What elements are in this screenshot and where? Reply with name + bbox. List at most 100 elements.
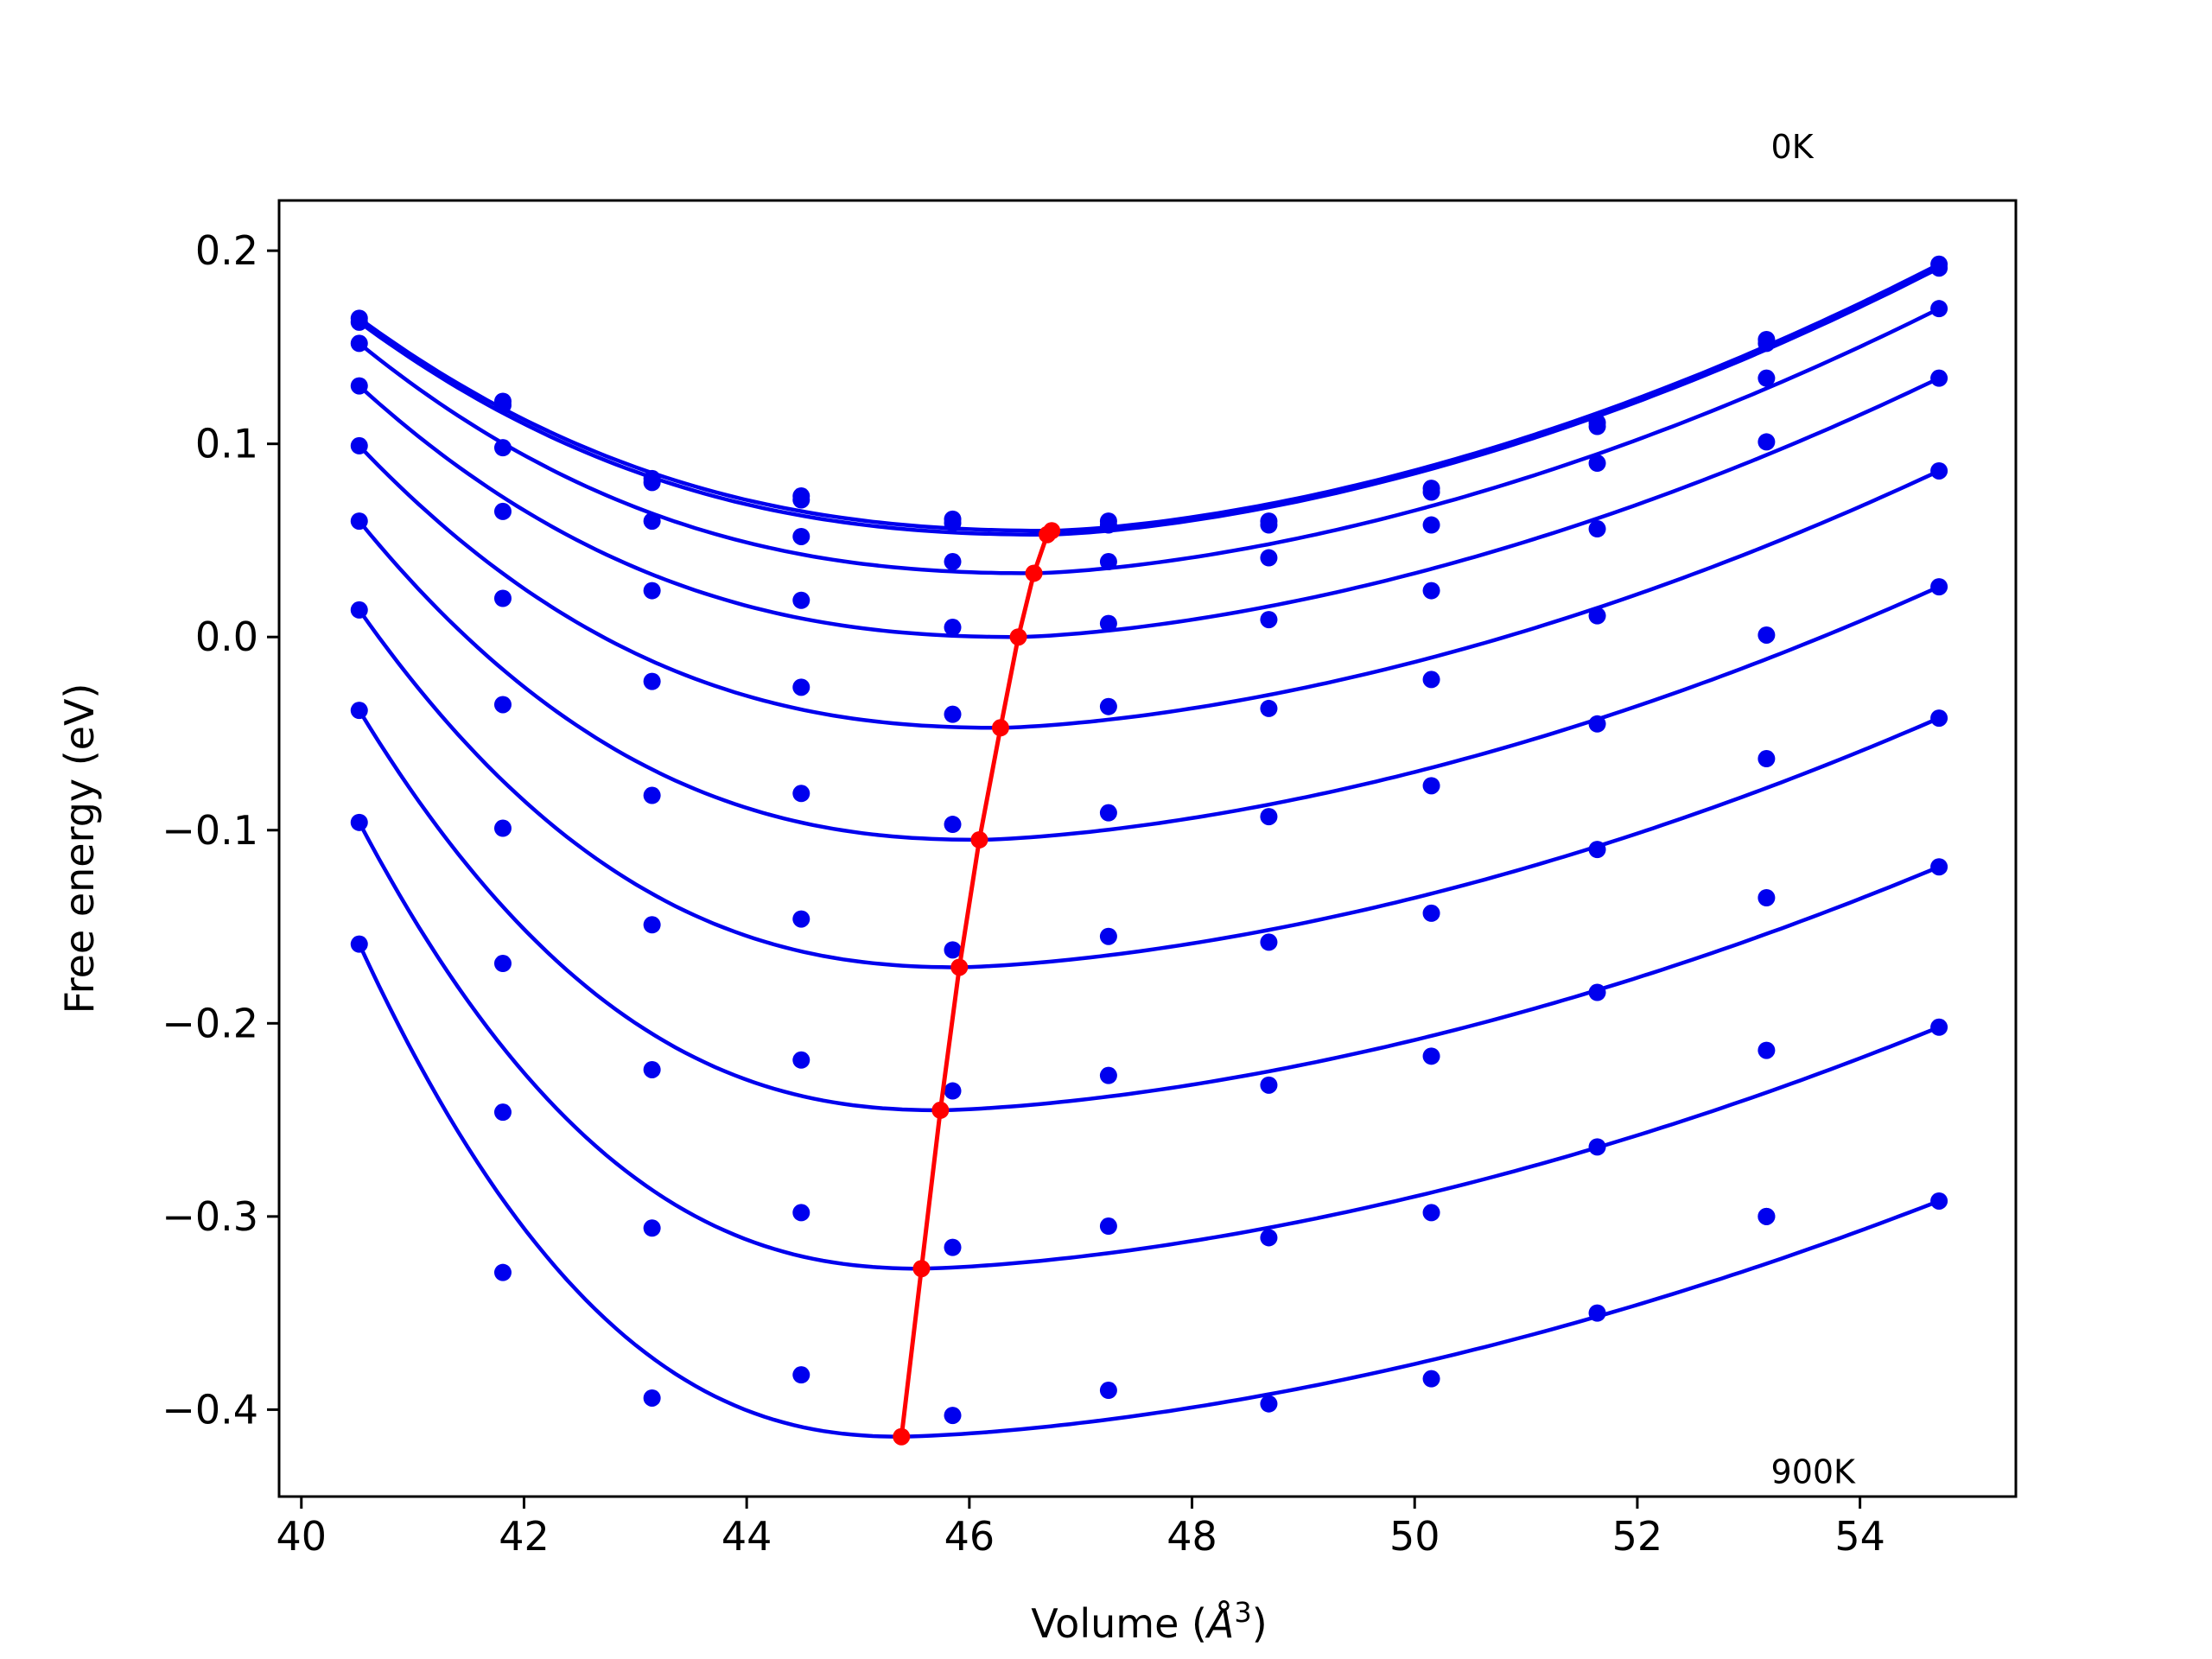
minimum-line [893, 522, 1061, 1446]
data-point [350, 935, 368, 953]
data-point [792, 591, 810, 609]
data-point [350, 601, 368, 619]
data-point [1260, 1395, 1278, 1413]
x-axis-ticks: 40 42 44 46 48 50 52 54 [276, 1497, 1885, 1560]
data-point [1260, 516, 1278, 534]
data-point [493, 1103, 512, 1122]
data-point [493, 955, 512, 973]
data-point [493, 396, 512, 414]
data-point [944, 1238, 962, 1256]
data-point [1099, 927, 1117, 945]
data-point [350, 702, 368, 720]
data-point [1260, 699, 1278, 717]
data-point [1930, 1192, 1948, 1210]
data-point [1758, 626, 1776, 644]
fit-curve [358, 519, 1941, 842]
data-point [1099, 1066, 1117, 1084]
x-tick-label: 54 [1834, 1513, 1885, 1560]
data-point [1260, 1076, 1278, 1094]
annotations: 0K 900K [1771, 128, 1857, 1491]
data-point [643, 916, 661, 934]
fit-curve [358, 307, 1941, 575]
data-point [1422, 1047, 1440, 1065]
data-point [643, 786, 661, 804]
annotation-label: 900K [1771, 1452, 1857, 1491]
data-point [1758, 889, 1776, 907]
data-point [792, 1204, 810, 1222]
x-tick-label: 50 [1389, 1513, 1440, 1560]
data-point [350, 436, 368, 454]
data-point [350, 313, 368, 331]
fit-curves [357, 262, 1941, 1439]
data-point [1588, 520, 1606, 538]
data-point [944, 514, 962, 532]
data-point [792, 527, 810, 545]
x-tick-label: 42 [499, 1513, 550, 1560]
data-point [1930, 300, 1948, 318]
minimum-point [912, 1260, 931, 1278]
y-tick-label: −0.1 [162, 807, 258, 854]
data-point [1422, 777, 1440, 795]
data-point [350, 334, 368, 353]
y-tick-label: −0.2 [162, 1000, 258, 1046]
fit-curve [358, 376, 1941, 639]
data-point [1588, 1138, 1606, 1156]
minimum-point [950, 958, 969, 976]
data-point [493, 439, 512, 457]
data-point [1758, 433, 1776, 451]
data-point [350, 813, 368, 831]
data-point [643, 1389, 661, 1407]
data-point [643, 474, 661, 492]
data-point [1422, 1204, 1440, 1222]
data-point [1930, 858, 1948, 876]
minimum-point [970, 830, 988, 849]
data-point [1588, 417, 1606, 435]
data-point [792, 491, 810, 509]
data-point [1099, 516, 1117, 534]
y-tick-label: −0.4 [162, 1386, 258, 1433]
minimum-point [931, 1101, 950, 1119]
plot-frame [277, 199, 2018, 1498]
data-point [1588, 983, 1606, 1001]
y-axis-ticks: 0.2 0.1 0.0 −0.1 −0.2 −0.3 −0.4 [162, 227, 279, 1433]
data-point [643, 1060, 661, 1078]
x-tick-label: 40 [276, 1513, 327, 1560]
minimum-point [1025, 564, 1043, 582]
minimum-path [899, 529, 1053, 1437]
data-point [1588, 607, 1606, 625]
data-point [1422, 671, 1440, 689]
data-point [643, 582, 661, 600]
fit-curve [358, 262, 1941, 533]
fit-curve [357, 709, 1940, 1113]
data-point [493, 589, 512, 607]
data-point [1422, 483, 1440, 501]
data-point [643, 672, 661, 690]
fit-curve [358, 266, 1941, 537]
y-axis-label: Free energy (eV) [56, 683, 103, 1014]
fit-curve [357, 608, 1940, 969]
data-point [1099, 614, 1117, 632]
data-point [944, 1407, 962, 1425]
data-point [1422, 904, 1440, 922]
data-point [493, 696, 512, 714]
data-point [1930, 369, 1948, 387]
data-point [1422, 582, 1440, 600]
data-point [1930, 578, 1948, 596]
data-point [1588, 454, 1606, 473]
data-point [944, 1082, 962, 1100]
data-point [1260, 1229, 1278, 1247]
data-point [792, 910, 810, 928]
data-point [944, 816, 962, 834]
data-point [1588, 1304, 1606, 1322]
data-point [1588, 715, 1606, 733]
minimum-point [991, 719, 1009, 737]
data-point [493, 502, 512, 520]
data-point [944, 941, 962, 959]
fit-curve [358, 444, 1941, 730]
data-point [792, 678, 810, 696]
data-point [1260, 808, 1278, 826]
data-point [1930, 461, 1948, 480]
data-point [1758, 334, 1776, 353]
data-point [792, 1051, 810, 1069]
